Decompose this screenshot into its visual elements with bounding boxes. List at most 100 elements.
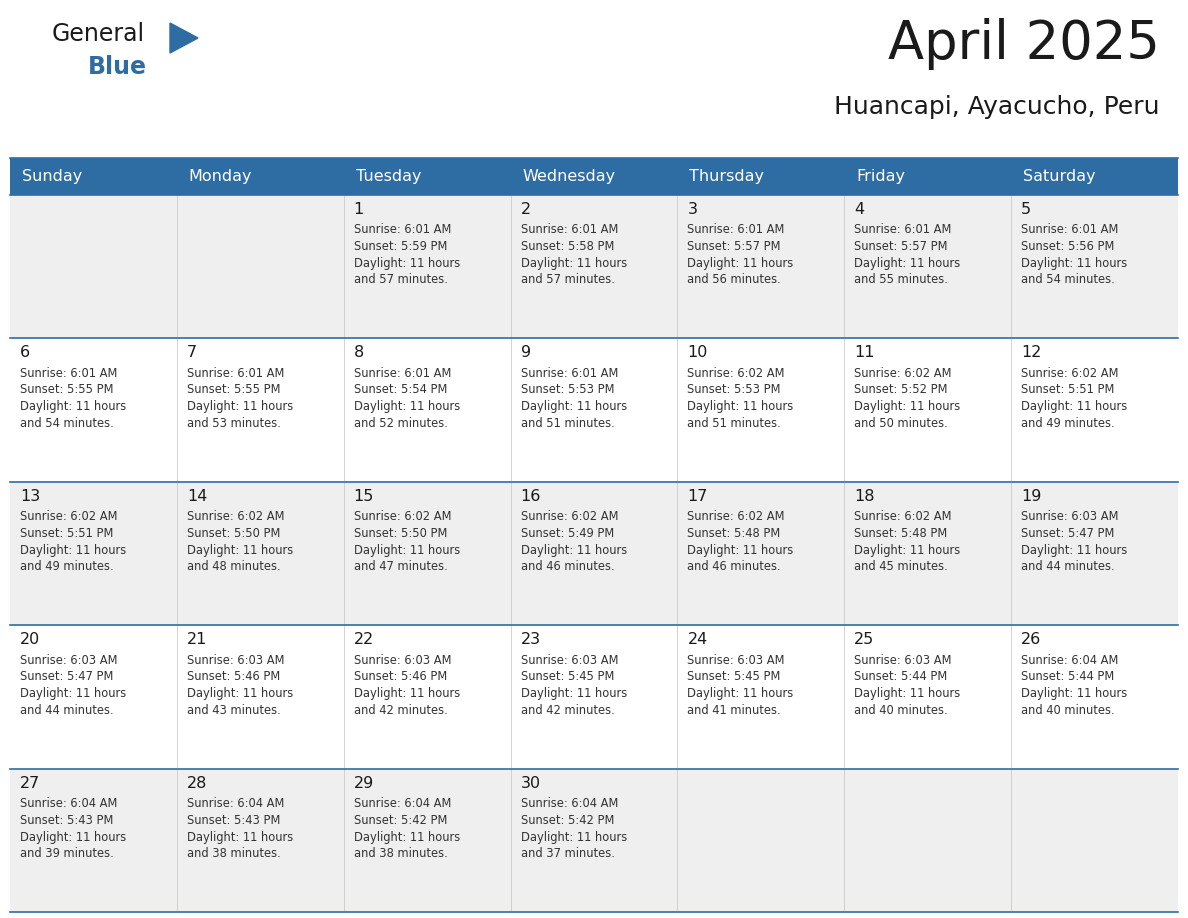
Text: Sunset: 5:45 PM: Sunset: 5:45 PM <box>520 670 614 683</box>
Text: 12: 12 <box>1022 345 1042 360</box>
Text: 9: 9 <box>520 345 531 360</box>
Text: and 53 minutes.: and 53 minutes. <box>187 417 280 430</box>
Text: Sunrise: 6:02 AM: Sunrise: 6:02 AM <box>354 510 451 523</box>
Text: 10: 10 <box>688 345 708 360</box>
Text: Sunset: 5:44 PM: Sunset: 5:44 PM <box>854 670 948 683</box>
Text: Sunset: 5:46 PM: Sunset: 5:46 PM <box>187 670 280 683</box>
Text: Sunrise: 6:04 AM: Sunrise: 6:04 AM <box>1022 654 1119 666</box>
Text: Daylight: 11 hours: Daylight: 11 hours <box>1022 543 1127 556</box>
Text: Sunset: 5:46 PM: Sunset: 5:46 PM <box>354 670 447 683</box>
Text: Daylight: 11 hours: Daylight: 11 hours <box>187 543 293 556</box>
Text: 25: 25 <box>854 632 874 647</box>
Text: and 56 minutes.: and 56 minutes. <box>688 274 782 286</box>
Text: Sunrise: 6:01 AM: Sunrise: 6:01 AM <box>1022 223 1119 236</box>
Text: Monday: Monday <box>189 169 252 184</box>
Text: Daylight: 11 hours: Daylight: 11 hours <box>20 687 126 700</box>
Text: 14: 14 <box>187 488 207 503</box>
Text: 28: 28 <box>187 776 207 790</box>
Text: Sunset: 5:51 PM: Sunset: 5:51 PM <box>1022 384 1114 397</box>
Text: Daylight: 11 hours: Daylight: 11 hours <box>520 400 627 413</box>
Text: Sunset: 5:55 PM: Sunset: 5:55 PM <box>20 384 114 397</box>
Text: Daylight: 11 hours: Daylight: 11 hours <box>20 831 126 844</box>
Text: Sunset: 5:53 PM: Sunset: 5:53 PM <box>688 384 781 397</box>
Text: Daylight: 11 hours: Daylight: 11 hours <box>520 543 627 556</box>
Text: 1: 1 <box>354 201 364 217</box>
Text: and 51 minutes.: and 51 minutes. <box>520 417 614 430</box>
Text: Sunset: 5:47 PM: Sunset: 5:47 PM <box>1022 527 1114 540</box>
Text: Sunrise: 6:02 AM: Sunrise: 6:02 AM <box>520 510 618 523</box>
Bar <box>10 338 1178 482</box>
Text: and 40 minutes.: and 40 minutes. <box>854 704 948 717</box>
Text: Daylight: 11 hours: Daylight: 11 hours <box>688 400 794 413</box>
Text: 30: 30 <box>520 776 541 790</box>
Bar <box>10 195 1178 338</box>
Text: Daylight: 11 hours: Daylight: 11 hours <box>187 400 293 413</box>
Text: Daylight: 11 hours: Daylight: 11 hours <box>1022 400 1127 413</box>
Text: and 51 minutes.: and 51 minutes. <box>688 417 782 430</box>
Text: Daylight: 11 hours: Daylight: 11 hours <box>354 543 460 556</box>
Text: 20: 20 <box>20 632 40 647</box>
Text: Sunset: 5:43 PM: Sunset: 5:43 PM <box>187 813 280 827</box>
Text: Daylight: 11 hours: Daylight: 11 hours <box>854 257 961 270</box>
Text: and 42 minutes.: and 42 minutes. <box>520 704 614 717</box>
Bar <box>10 768 1178 912</box>
Text: 18: 18 <box>854 488 874 503</box>
Text: and 44 minutes.: and 44 minutes. <box>20 704 114 717</box>
Text: Daylight: 11 hours: Daylight: 11 hours <box>520 257 627 270</box>
Text: Sunset: 5:42 PM: Sunset: 5:42 PM <box>354 813 447 827</box>
Text: and 54 minutes.: and 54 minutes. <box>20 417 114 430</box>
Text: and 48 minutes.: and 48 minutes. <box>187 560 280 574</box>
Text: and 54 minutes.: and 54 minutes. <box>1022 274 1114 286</box>
Text: Sunrise: 6:01 AM: Sunrise: 6:01 AM <box>520 366 618 379</box>
Text: 7: 7 <box>187 345 197 360</box>
Text: Sunset: 5:50 PM: Sunset: 5:50 PM <box>187 527 280 540</box>
Text: Blue: Blue <box>88 55 147 79</box>
Text: Sunrise: 6:04 AM: Sunrise: 6:04 AM <box>354 797 451 810</box>
Text: Sunrise: 6:03 AM: Sunrise: 6:03 AM <box>854 654 952 666</box>
Text: Sunset: 5:57 PM: Sunset: 5:57 PM <box>854 240 948 252</box>
Text: 23: 23 <box>520 632 541 647</box>
Text: Daylight: 11 hours: Daylight: 11 hours <box>854 687 961 700</box>
Text: Sunset: 5:47 PM: Sunset: 5:47 PM <box>20 670 113 683</box>
Text: and 49 minutes.: and 49 minutes. <box>20 560 114 574</box>
Text: and 39 minutes.: and 39 minutes. <box>20 847 114 860</box>
Bar <box>10 158 1178 195</box>
Bar <box>10 625 1178 768</box>
Text: and 44 minutes.: and 44 minutes. <box>1022 560 1114 574</box>
Text: Daylight: 11 hours: Daylight: 11 hours <box>688 257 794 270</box>
Text: Sunrise: 6:03 AM: Sunrise: 6:03 AM <box>20 654 118 666</box>
Text: and 41 minutes.: and 41 minutes. <box>688 704 781 717</box>
Text: Daylight: 11 hours: Daylight: 11 hours <box>354 687 460 700</box>
Text: and 47 minutes.: and 47 minutes. <box>354 560 448 574</box>
Text: 11: 11 <box>854 345 874 360</box>
Text: and 55 minutes.: and 55 minutes. <box>854 274 948 286</box>
Text: Daylight: 11 hours: Daylight: 11 hours <box>1022 687 1127 700</box>
Text: Daylight: 11 hours: Daylight: 11 hours <box>520 687 627 700</box>
Text: Sunset: 5:57 PM: Sunset: 5:57 PM <box>688 240 781 252</box>
Text: and 46 minutes.: and 46 minutes. <box>688 560 781 574</box>
Text: Sunrise: 6:01 AM: Sunrise: 6:01 AM <box>354 366 451 379</box>
Text: Daylight: 11 hours: Daylight: 11 hours <box>854 543 961 556</box>
Text: Sunrise: 6:02 AM: Sunrise: 6:02 AM <box>688 510 785 523</box>
Text: Sunrise: 6:01 AM: Sunrise: 6:01 AM <box>187 366 284 379</box>
Text: Sunrise: 6:02 AM: Sunrise: 6:02 AM <box>688 366 785 379</box>
Text: 27: 27 <box>20 776 40 790</box>
Text: Sunrise: 6:01 AM: Sunrise: 6:01 AM <box>688 223 785 236</box>
Text: 24: 24 <box>688 632 708 647</box>
Text: Sunset: 5:59 PM: Sunset: 5:59 PM <box>354 240 447 252</box>
Text: and 46 minutes.: and 46 minutes. <box>520 560 614 574</box>
Text: Sunset: 5:42 PM: Sunset: 5:42 PM <box>520 813 614 827</box>
Text: 29: 29 <box>354 776 374 790</box>
Text: Daylight: 11 hours: Daylight: 11 hours <box>354 400 460 413</box>
Text: 13: 13 <box>20 488 40 503</box>
Text: 4: 4 <box>854 201 865 217</box>
Text: Daylight: 11 hours: Daylight: 11 hours <box>688 687 794 700</box>
Text: Sunset: 5:53 PM: Sunset: 5:53 PM <box>520 384 614 397</box>
Text: Daylight: 11 hours: Daylight: 11 hours <box>187 687 293 700</box>
Text: Sunrise: 6:02 AM: Sunrise: 6:02 AM <box>854 510 952 523</box>
Text: Sunset: 5:54 PM: Sunset: 5:54 PM <box>354 384 447 397</box>
Text: Daylight: 11 hours: Daylight: 11 hours <box>20 543 126 556</box>
Text: Sunrise: 6:02 AM: Sunrise: 6:02 AM <box>20 510 118 523</box>
Text: 6: 6 <box>20 345 30 360</box>
Text: Sunrise: 6:04 AM: Sunrise: 6:04 AM <box>187 797 284 810</box>
